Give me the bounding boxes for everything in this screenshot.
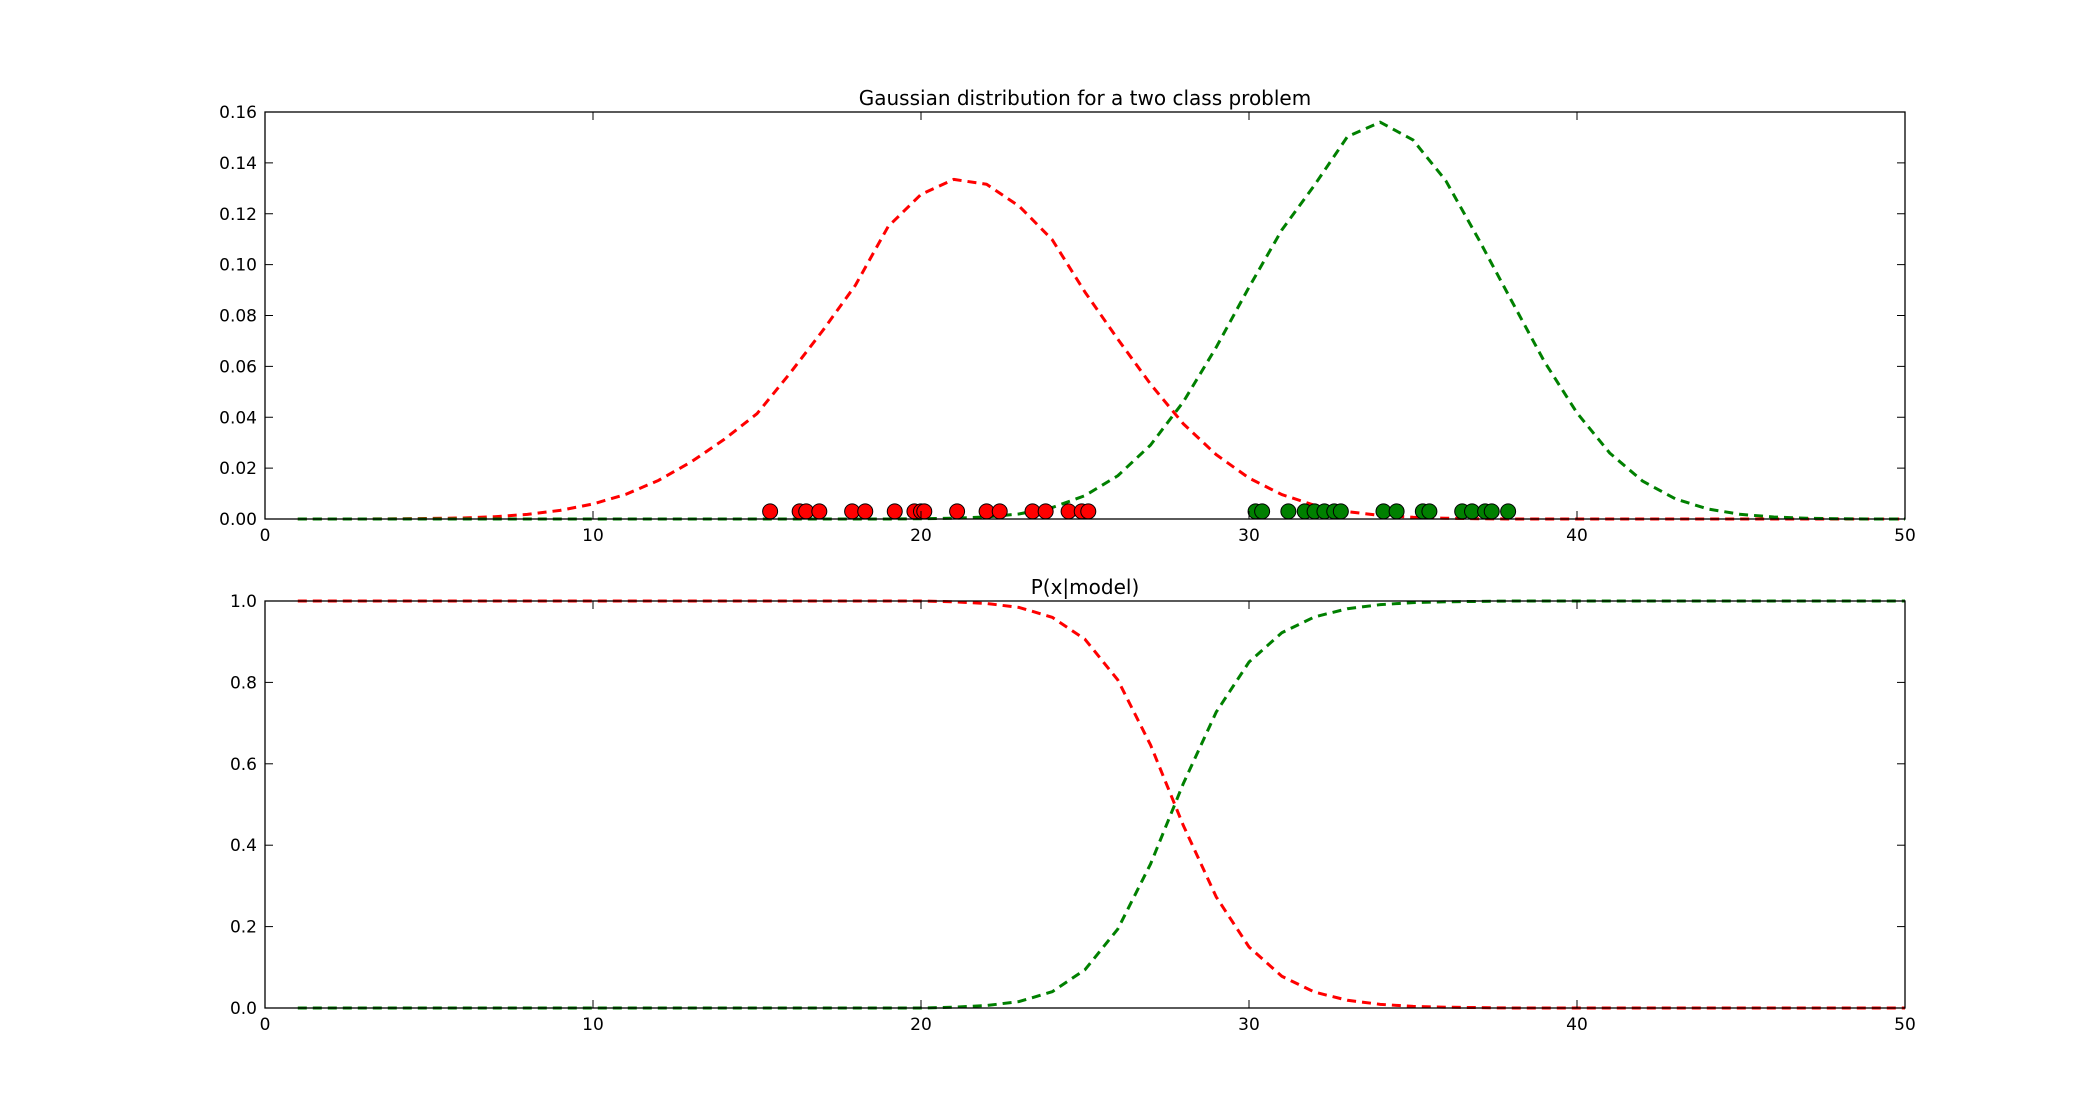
- x-tick-label: 10: [582, 526, 604, 546]
- x-tick-label: 20: [910, 526, 932, 546]
- x-tick-label: 50: [1894, 526, 1916, 546]
- x-tick-label: 10: [582, 1015, 604, 1035]
- data-point: [1388, 503, 1405, 520]
- data-point: [1332, 503, 1349, 520]
- data-point: [762, 503, 779, 520]
- y-tick-label: 0.0: [230, 999, 257, 1019]
- data-point: [1080, 503, 1097, 520]
- data-point: [811, 503, 828, 520]
- data-point: [1037, 503, 1054, 520]
- x-tick-label: 0: [260, 526, 271, 546]
- y-tick-label: 0.06: [219, 357, 257, 377]
- y-tick-label: 0.2: [230, 918, 257, 938]
- data-point: [857, 503, 874, 520]
- y-tick-label: 0.02: [219, 459, 257, 479]
- data-point: [1254, 503, 1271, 520]
- y-tick-label: 0.8: [230, 673, 257, 693]
- data-point: [1421, 503, 1438, 520]
- x-tick-label: 30: [1238, 1015, 1260, 1035]
- x-tick-label: 0: [260, 1015, 271, 1035]
- y-tick-label: 0.4: [230, 836, 257, 856]
- axes-frame: 0 10 20 30 40 50 0.0 0.2 0.4 0.6 0.8 1.0: [230, 592, 1916, 1035]
- data-point: [916, 503, 933, 520]
- y-tick-label: 0.16: [219, 103, 257, 123]
- y-tick-label: 1.0: [230, 592, 257, 612]
- plot-frame: [264, 600, 1906, 1009]
- y-tick-label: 0.14: [219, 154, 257, 174]
- y-tick-label: 0.6: [230, 755, 257, 775]
- y-tick-label: 0.08: [219, 307, 257, 327]
- data-point: [991, 503, 1008, 520]
- chart-title: Gaussian distribution for a two class pr…: [859, 86, 1311, 110]
- posterior-probability-chart: P(x|model) 0 10 20 30 40 50 0.0 0.2 0.4 0.6 0.8 1.0: [230, 575, 1916, 1035]
- y-tick-label: 0.04: [219, 408, 257, 428]
- y-tick-label: 0.10: [219, 256, 257, 276]
- x-tick-label: 50: [1894, 1015, 1916, 1035]
- axes-frame: 0 10 20 30 40 50 0.00 0.02 0.04 0.06 0.08 0.10 0.12 0…: [219, 103, 1916, 546]
- x-tick-label: 20: [910, 1015, 932, 1035]
- y-tick-label: 0.12: [219, 205, 257, 225]
- gaussian-distribution-chart: Gaussian distribution for a two class pr…: [219, 86, 1916, 546]
- x-tick-label: 40: [1566, 1015, 1588, 1035]
- data-point: [1483, 503, 1500, 520]
- x-tick-label: 40: [1566, 526, 1588, 546]
- data-point: [1280, 503, 1297, 520]
- data-point: [1500, 503, 1517, 520]
- x-tick-label: 30: [1238, 526, 1260, 546]
- data-point: [886, 503, 903, 520]
- data-point: [949, 503, 966, 520]
- chart-title: P(x|model): [1031, 575, 1140, 599]
- y-tick-label: 0.00: [219, 510, 257, 530]
